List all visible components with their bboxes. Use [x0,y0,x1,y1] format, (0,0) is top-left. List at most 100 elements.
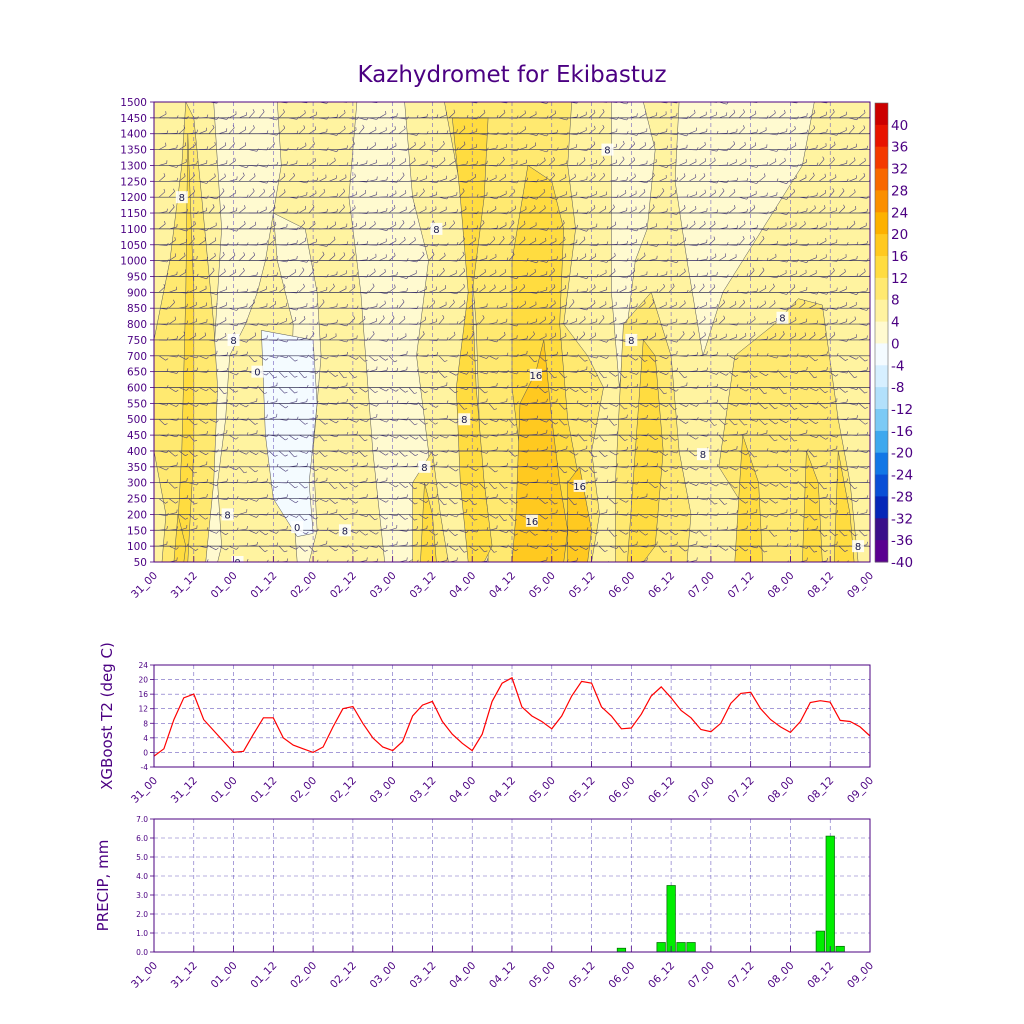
wind-barb [378,527,387,531]
wind-barb [744,487,748,489]
wind-barb [578,514,587,518]
wind-barb [556,509,558,513]
wind-barb [858,530,865,537]
wind-barb [488,418,497,423]
wind-barb [238,254,245,261]
contour-label: 8 [224,510,230,521]
wind-barb [686,447,689,451]
wind-barb [606,527,609,531]
wind-barb [856,241,859,245]
wind-barb [788,191,796,198]
wind-barb [242,172,245,176]
wind-barb [648,465,658,468]
wind-barb [584,391,588,394]
wind-barb [188,355,197,359]
wind-barb [278,305,287,309]
wind-barb [378,434,387,437]
wind-barb [358,181,368,183]
wind-barb [442,267,445,271]
wind-barb [206,431,208,435]
wind-barb [348,371,355,378]
wind-barb [408,465,418,468]
wind-barb [676,450,679,454]
wind-barb [556,351,558,355]
wind-barb [276,256,278,260]
wind-barb [368,416,377,420]
wind-barb [638,163,647,166]
wind-barb [338,545,347,548]
wind-barb [518,403,527,406]
wind-barb [448,211,457,214]
wind-barb [756,431,759,436]
wind-barb [828,210,837,214]
wind-barb [765,501,769,504]
wind-barb [169,102,170,103]
wind-barb [746,208,748,212]
wind-barb [416,321,419,325]
contour-label-bg [601,143,614,156]
wind-barb [658,530,666,535]
wind-barb [668,286,675,293]
wind-barb [588,128,596,134]
wind-barb [526,257,529,262]
wind-barb [726,388,729,392]
wind-barb [688,543,697,547]
wind-barb [498,433,507,436]
wind-barb [738,196,747,200]
wind-barb [678,147,687,150]
wind-barb [528,133,537,136]
wind-barb [736,289,739,293]
x-tick-label: 08_12 [805,570,836,601]
wind-barb [436,130,439,134]
wind-barb [688,334,695,341]
wind-barb [248,254,256,261]
wind-barb [414,502,418,505]
wind-barb [556,482,559,486]
wind-barb [475,468,479,471]
wind-barb [638,191,646,198]
wind-barb [335,420,339,424]
wind-barb [738,335,747,341]
wind-barb [598,175,605,182]
wind-barb [466,179,469,183]
wind-barb [438,209,447,214]
wind-barb [378,355,386,361]
wind-barb [726,563,728,565]
wind-barb [166,208,168,212]
wind-barb [778,333,785,341]
wind-barb [268,164,278,166]
wind-barb [685,421,689,424]
wind-barb [489,102,490,103]
wind-barb [286,417,289,421]
wind-barb [266,335,268,339]
wind-barb [176,404,179,407]
wind-barb [556,256,558,260]
wind-barb [428,254,435,261]
wind-barb [579,102,580,103]
wind-barb [523,236,526,240]
wind-barb [516,335,518,339]
wind-barb [688,287,696,293]
wind-barb [258,306,267,309]
wind-barb [708,149,717,152]
wind-barb [254,332,256,336]
wind-barb [358,450,365,457]
wind-barb [454,534,458,536]
wind-barb [686,467,689,470]
wind-barb [636,416,639,420]
wind-barb [498,271,506,277]
wind-barb [602,124,605,128]
wind-barb [638,514,647,519]
wind-barb [442,140,445,144]
wind-barb [348,338,357,341]
wind-barb [848,127,855,134]
wind-barb [735,357,739,360]
wind-barb [738,161,747,166]
wind-barb [238,165,247,169]
wind-barb [418,528,427,531]
wind-barb [856,387,859,390]
wind-barb [402,172,405,176]
wind-barb [508,323,517,327]
wind-barb [656,386,659,390]
wind-barb [736,225,739,229]
